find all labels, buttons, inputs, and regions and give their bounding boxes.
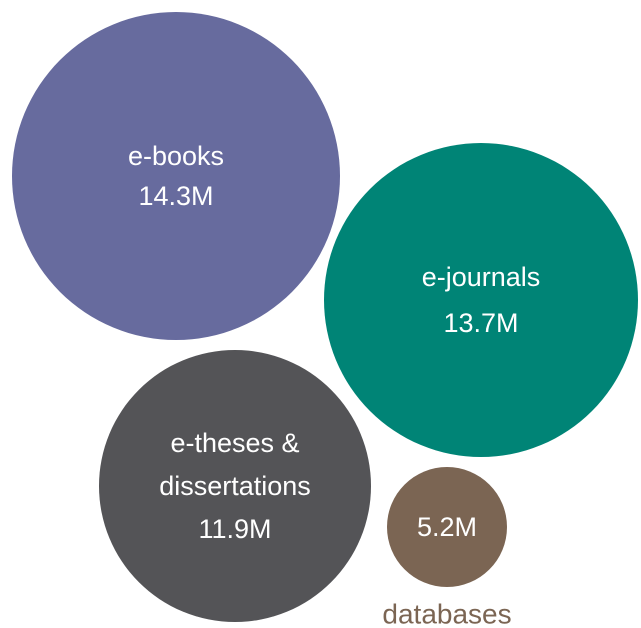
category-label-e-books: e-books bbox=[128, 141, 224, 171]
category-label-e-theses-dissertations-line-2: dissertations bbox=[159, 471, 311, 501]
value-label-e-books: 14.3M bbox=[138, 181, 213, 211]
bubble-e-journals: e-journals 13.7M bbox=[324, 143, 638, 457]
bubble-e-theses-dissertations: e-theses & dissertations 11.9M bbox=[99, 350, 371, 622]
value-label-e-journals: 13.7M bbox=[443, 308, 518, 338]
bubble-circle-e-books bbox=[12, 12, 340, 340]
bubble-circle-e-journals bbox=[324, 143, 638, 457]
bubble-e-books: e-books 14.3M bbox=[12, 12, 340, 340]
category-label-e-journals: e-journals bbox=[422, 262, 541, 292]
bubble-databases: 5.2M databases bbox=[382, 467, 512, 628]
category-label-e-theses-dissertations-line-1: e-theses & bbox=[170, 428, 299, 458]
bubble-circle-databases bbox=[387, 467, 507, 587]
bubble-circle-e-theses-dissertations bbox=[99, 350, 371, 622]
value-label-databases: 5.2M bbox=[417, 512, 477, 542]
value-label-e-theses-dissertations: 11.9M bbox=[198, 514, 271, 544]
category-label-databases: databases bbox=[382, 599, 511, 628]
